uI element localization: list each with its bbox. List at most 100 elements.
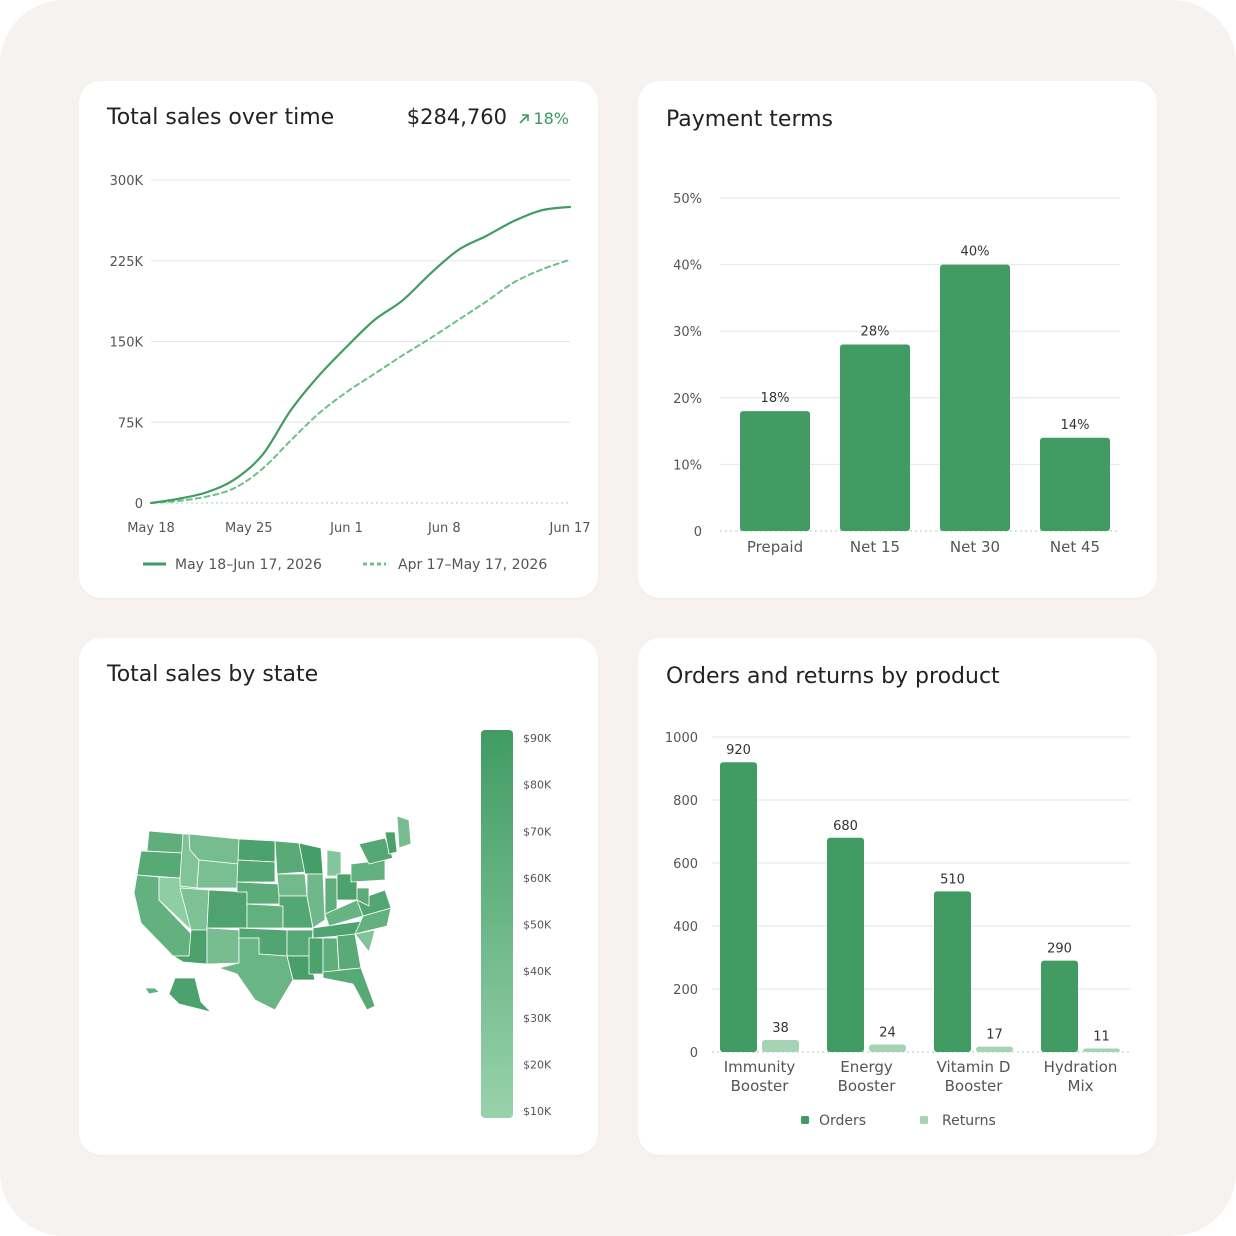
y-tick-label: 40% [673, 259, 702, 274]
state-nd [237, 838, 276, 863]
bar-value-label: 11 [1093, 1030, 1110, 1045]
orders-bar [720, 762, 757, 1052]
returns-bar [976, 1046, 1013, 1052]
bar-value-label: 38 [772, 1021, 789, 1036]
bar-value-label: 14% [1061, 418, 1090, 433]
scale-tick-label: $60K [523, 872, 552, 885]
scale-tick-label: $70K [523, 825, 552, 838]
y-tick-label: 225K [110, 255, 144, 270]
y-tick-label: 0 [694, 525, 702, 540]
scale-tick-label: $40K [523, 965, 552, 978]
x-tick-label: Booster [838, 1077, 897, 1095]
orders-bar [934, 891, 971, 1052]
us-state-map: $90K $80K $70K $60K $50K $40K $30K $20K $10K [133, 730, 552, 1118]
x-tick-label: Net 15 [850, 538, 900, 556]
y-tick-label: 600 [673, 857, 698, 872]
total-sales-value: $284,760 [406, 105, 507, 129]
x-tick-label: Energy [840, 1058, 893, 1076]
state-sd [236, 859, 276, 883]
sales-over-time-card: Total sales over time $284,760 18% 0 75K 1… [79, 81, 598, 598]
x-tick-label: Jun 17 [549, 521, 591, 536]
card-title: Orders and returns by product [666, 664, 1000, 689]
state-al [322, 937, 340, 973]
legend-label-comparison: Apr 17–May 17, 2026 [398, 557, 547, 573]
change-value: 18% [533, 109, 569, 128]
returns-bar [869, 1044, 906, 1052]
y-tick-label: 400 [673, 920, 698, 935]
x-tick-label: Mix [1068, 1077, 1094, 1095]
orders-returns-card: Orders and returns by product 0 200 400 600… [638, 638, 1157, 1155]
state-va [356, 889, 392, 917]
y-tick-label: 150K [110, 336, 144, 351]
bar-value-label: 28% [861, 325, 890, 340]
bar-value-label: 24 [879, 1025, 896, 1040]
bar [840, 344, 910, 531]
payment-terms-bar-chart: 0 10% 20% 30% 40% 50% 18% Prepaid 28% Net 15 40% Ne… [673, 192, 1120, 556]
y-tick-label: 0 [135, 497, 143, 512]
scale-tick-label: $50K [523, 919, 552, 932]
scale-tick-label: $80K [523, 779, 552, 792]
bar-value-label: 17 [986, 1028, 1003, 1043]
card-title: Payment terms [666, 107, 834, 132]
x-tick-label: Vitamin D [937, 1058, 1011, 1076]
y-tick-label: 75K [118, 416, 144, 431]
x-tick-label: Prepaid [747, 538, 803, 556]
x-tick-label: Booster [731, 1077, 790, 1095]
arrow-up-right-icon [519, 113, 530, 124]
bar-value-label: 40% [961, 245, 990, 260]
state-pa [350, 859, 386, 883]
x-tick-label: Net 30 [950, 538, 1000, 556]
current-series-line [149, 205, 572, 505]
change-badge: 18% [517, 109, 569, 128]
bar [740, 411, 810, 531]
y-tick-label: 300K [110, 174, 144, 189]
bar-value-label: 18% [761, 391, 790, 406]
bar-value-label: 680 [833, 819, 858, 834]
legend-swatch-returns [920, 1116, 928, 1124]
state-fl [322, 967, 376, 1011]
bar-value-label: 920 [726, 743, 751, 758]
scale-tick-label: $90K [523, 732, 552, 745]
orders-bar [827, 837, 864, 1052]
x-tick-label: Jun 8 [427, 521, 461, 536]
state-wv [356, 887, 370, 907]
x-tick-label: Booster [945, 1077, 1004, 1095]
legend-label-returns: Returns [942, 1113, 996, 1129]
state-il [306, 873, 326, 929]
x-tick-label: Hydration [1044, 1058, 1118, 1076]
y-tick-label: 10% [673, 458, 702, 473]
state-vt [384, 831, 398, 855]
x-tick-label: Immunity [724, 1058, 796, 1076]
state-ks [246, 903, 284, 929]
x-tick-label: Jun 1 [329, 521, 363, 536]
state-me [396, 815, 412, 849]
y-tick-label: 0 [690, 1046, 698, 1061]
scale-tick-label: $30K [523, 1012, 552, 1025]
scale-tick-label: $10K [523, 1105, 552, 1118]
y-tick-label: 50% [673, 192, 702, 207]
card-title: Total sales over time [107, 105, 335, 130]
state-wy [196, 859, 239, 889]
state-ia [276, 873, 308, 897]
y-tick-label: 20% [673, 392, 702, 407]
y-tick-label: 1000 [665, 731, 698, 746]
bar-value-label: 510 [940, 872, 965, 887]
y-tick-label: 200 [673, 983, 698, 998]
state-ga [336, 933, 362, 971]
bar [1040, 437, 1110, 531]
state-ak [168, 977, 212, 1013]
state-hi [144, 987, 160, 995]
comparison-series-line [150, 258, 571, 504]
color-scale-bar [481, 730, 513, 1118]
y-tick-label: 800 [673, 794, 698, 809]
state-in [324, 877, 338, 915]
orders-returns-bar-chart: 0200400600800100092038ImmunityBooster680… [665, 731, 1130, 1129]
orders-bar [1041, 960, 1078, 1052]
returns-bar [762, 1040, 799, 1052]
card-title: Total sales by state [107, 662, 319, 687]
x-tick-label: Net 45 [1050, 538, 1100, 556]
x-tick-label: May 25 [225, 521, 273, 536]
legend-swatch-orders [801, 1116, 809, 1124]
payment-terms-card: Payment terms 0 10% 20% 30% 40% 50% 18% Prepaid… [638, 81, 1157, 598]
state-wa [146, 830, 184, 854]
